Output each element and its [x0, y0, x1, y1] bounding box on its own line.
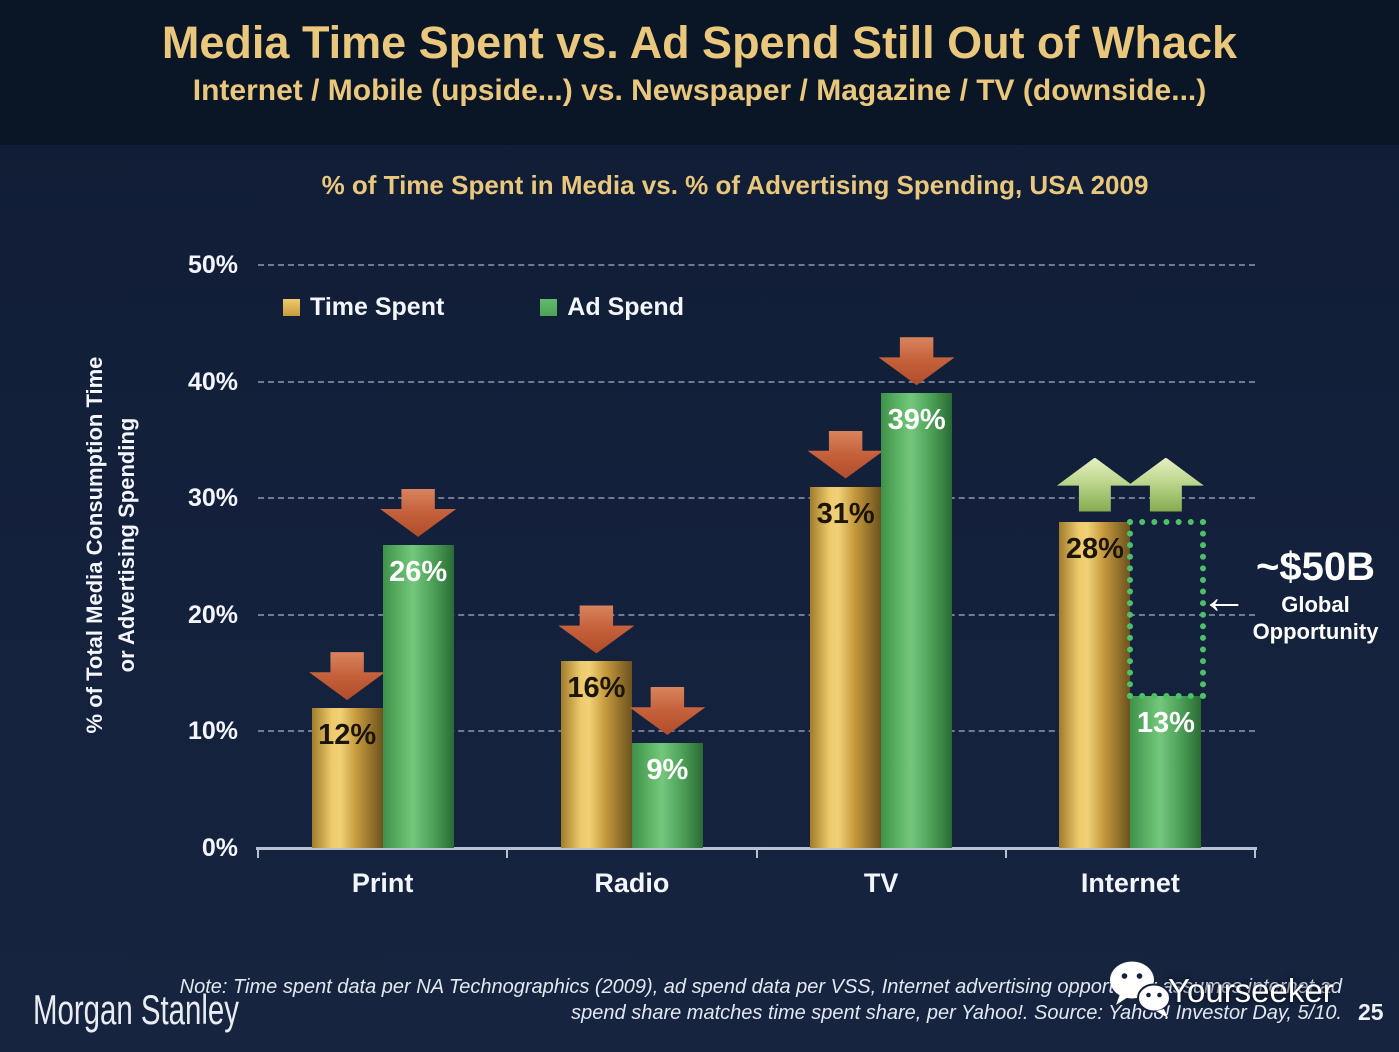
opportunity-dashed-box: [1127, 518, 1207, 700]
y-tick-label: 10%: [187, 717, 238, 746]
x-axis-tick: [506, 850, 509, 858]
y-tick-label: 0%: [201, 834, 238, 862]
category-label-tv: TV: [863, 868, 899, 898]
bar-value-label-radio-time-spent: 16%: [567, 672, 626, 705]
category-label-print: Print: [351, 868, 414, 898]
down-arrow-icon: [558, 605, 635, 654]
watermark: Yourseeker: [1106, 958, 1334, 1020]
slide-header: Media Time Spent vs. Ad Spend Still Out …: [0, 0, 1399, 145]
opportunity-annotation: ~$50B Global Opportunity: [1238, 543, 1393, 645]
legend-item-ad-spend: Ad Spend: [540, 293, 684, 322]
left-arrow-icon: ←: [1200, 571, 1248, 624]
legend-swatch-gold: [283, 299, 300, 316]
opportunity-value: ~$50B: [1256, 545, 1375, 589]
bar-value-label-tv-ad-spend: 39%: [887, 404, 946, 437]
gridline-10pct: [258, 730, 1255, 733]
legend-label-time-spent: Time Spent: [310, 293, 445, 321]
gridline-40pct: [258, 380, 1255, 383]
slide-subtitle: Internet / Mobile (upside...) vs. Newspa…: [192, 74, 1207, 107]
legend-label-ad-spend: Ad Spend: [567, 293, 684, 321]
legend-swatch-green: [540, 299, 558, 316]
bar-value-label-internet-time-spent: 28%: [1065, 532, 1124, 565]
bar-internet-ad-spend: [1130, 696, 1202, 848]
gridline-30pct: [258, 497, 1255, 500]
morgan-stanley-logo: Morgan Stanley: [33, 986, 239, 1033]
opportunity-label-line1: Global: [1281, 592, 1350, 617]
category-label-internet: Internet: [1080, 868, 1180, 898]
down-arrow-icon: [807, 430, 884, 479]
bar-value-label-tv-time-spent: 31%: [816, 497, 875, 530]
watermark-text: Yourseeker: [1168, 972, 1334, 1009]
bar-internet-time-spent: [1059, 521, 1131, 848]
gridline-50pct: [258, 264, 1255, 266]
x-axis-tick: [755, 850, 758, 858]
y-tick-label: 50%: [187, 251, 238, 279]
category-label-radio: Radio: [594, 868, 670, 898]
up-arrow-icon: [1127, 457, 1204, 512]
bar-value-label-radio-ad-spend: 9%: [646, 754, 689, 787]
chart-title: % of Time Spent in Media vs. % of Advert…: [321, 170, 1149, 200]
chart-legend: Time Spent Ad Spend: [283, 293, 684, 322]
y-tick-label: 30%: [187, 484, 238, 513]
opportunity-label-line2: Opportunity: [1252, 619, 1379, 644]
bar-tv-ad-spend: [881, 393, 953, 848]
page-number: 25: [1358, 999, 1384, 1025]
slide-title: Media Time Spent vs. Ad Spend Still Out …: [161, 17, 1238, 68]
bar-value-label-print-ad-spend: 26%: [389, 555, 448, 588]
bar-print-time-spent: [311, 708, 383, 848]
legend-item-time-spent: Time Spent: [283, 293, 444, 322]
down-arrow-icon: [629, 687, 706, 736]
bar-radio-ad-spend: [631, 743, 703, 848]
y-tick-label: 20%: [187, 600, 238, 629]
y-tick-label: 40%: [187, 367, 238, 396]
bar-radio-time-spent: [560, 661, 632, 848]
source-note-line1: Note: Time spent data per NA Technograph…: [179, 976, 1342, 998]
x-axis-tick: [257, 850, 259, 858]
bar-value-label-internet-ad-spend: 13%: [1136, 707, 1195, 740]
bar-value-label-print-time-spent: 12%: [318, 719, 377, 752]
up-arrow-icon: [1056, 457, 1133, 512]
x-axis-tick: [1004, 850, 1007, 858]
down-arrow-icon: [380, 488, 457, 537]
bar-tv-time-spent: [810, 486, 882, 848]
x-axis-line: [256, 847, 1257, 850]
wechat-icon: [1110, 961, 1171, 1018]
x-axis-tick: [1254, 850, 1256, 858]
gridline-20pct: [258, 613, 1255, 616]
down-arrow-icon: [309, 652, 386, 701]
bar-print-ad-spend: [382, 544, 454, 848]
down-arrow-icon: [878, 337, 955, 386]
